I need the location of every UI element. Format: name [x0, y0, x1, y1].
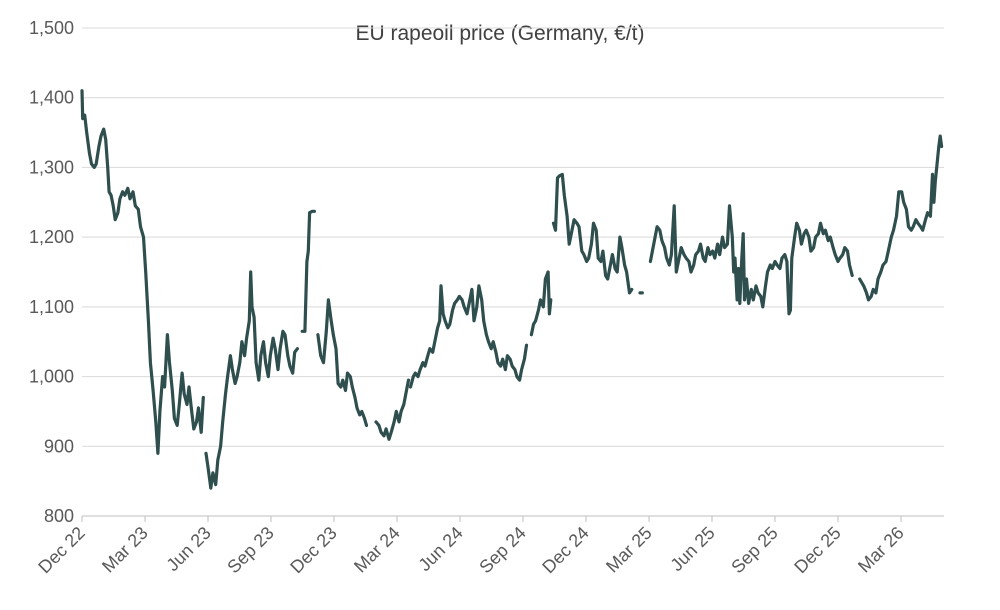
- gridlines: [82, 27, 944, 517]
- series-line-segment: [80, 89, 205, 455]
- series-line-segment: [204, 270, 299, 490]
- x-tick-label: Sep 25: [727, 523, 781, 577]
- y-tick-label: 1,100: [29, 297, 74, 317]
- x-tick-label: Dec 25: [790, 523, 844, 577]
- series-line-segment: [551, 172, 634, 295]
- y-tick-label: 1,500: [29, 18, 74, 38]
- series-line-segment: [858, 134, 944, 302]
- y-tick-label: 1,000: [29, 367, 74, 387]
- x-tick-label: Sep 24: [475, 523, 529, 577]
- x-tick-label: Mar 25: [602, 523, 656, 577]
- y-tick-label: 900: [44, 436, 74, 456]
- y-tick-label: 1,200: [29, 227, 74, 247]
- y-tick-label: 1,400: [29, 88, 74, 108]
- x-tick-label: Dec 22: [34, 523, 88, 577]
- series-line-segment: [300, 209, 316, 333]
- x-tick-label: Jun 24: [414, 523, 466, 575]
- series-lines: [80, 89, 944, 490]
- x-axis-ticks: Dec 22 Mar 23 Jun 23 Sep 23 Dec 23 Mar 24 Jun …: [34, 516, 908, 577]
- series-line-segment: [648, 204, 854, 316]
- y-tick-label: 800: [44, 506, 74, 526]
- x-tick-label: Sep 23: [223, 523, 277, 577]
- y-tick-label: 1,300: [29, 157, 74, 177]
- chart-title: EU rapeoil price (Germany, €/t): [355, 22, 644, 45]
- x-tick-label: Mar 26: [854, 523, 908, 577]
- series-line-segment: [408, 284, 529, 389]
- x-tick-label: Jun 25: [666, 523, 718, 575]
- x-tick-label: Jun 23: [162, 523, 214, 575]
- x-tick-label: Mar 24: [350, 523, 404, 577]
- x-tick-label: Dec 23: [286, 523, 340, 577]
- x-tick-label: Dec 24: [538, 523, 592, 577]
- y-axis-ticks: 800 900 1,000 1,100 1,200 1,300 1,400 1,500: [29, 18, 74, 526]
- series-line-segment: [316, 298, 369, 427]
- series-line-segment: [374, 378, 411, 441]
- series-line-segment: [529, 270, 553, 337]
- x-tick-label: Mar 23: [98, 523, 152, 577]
